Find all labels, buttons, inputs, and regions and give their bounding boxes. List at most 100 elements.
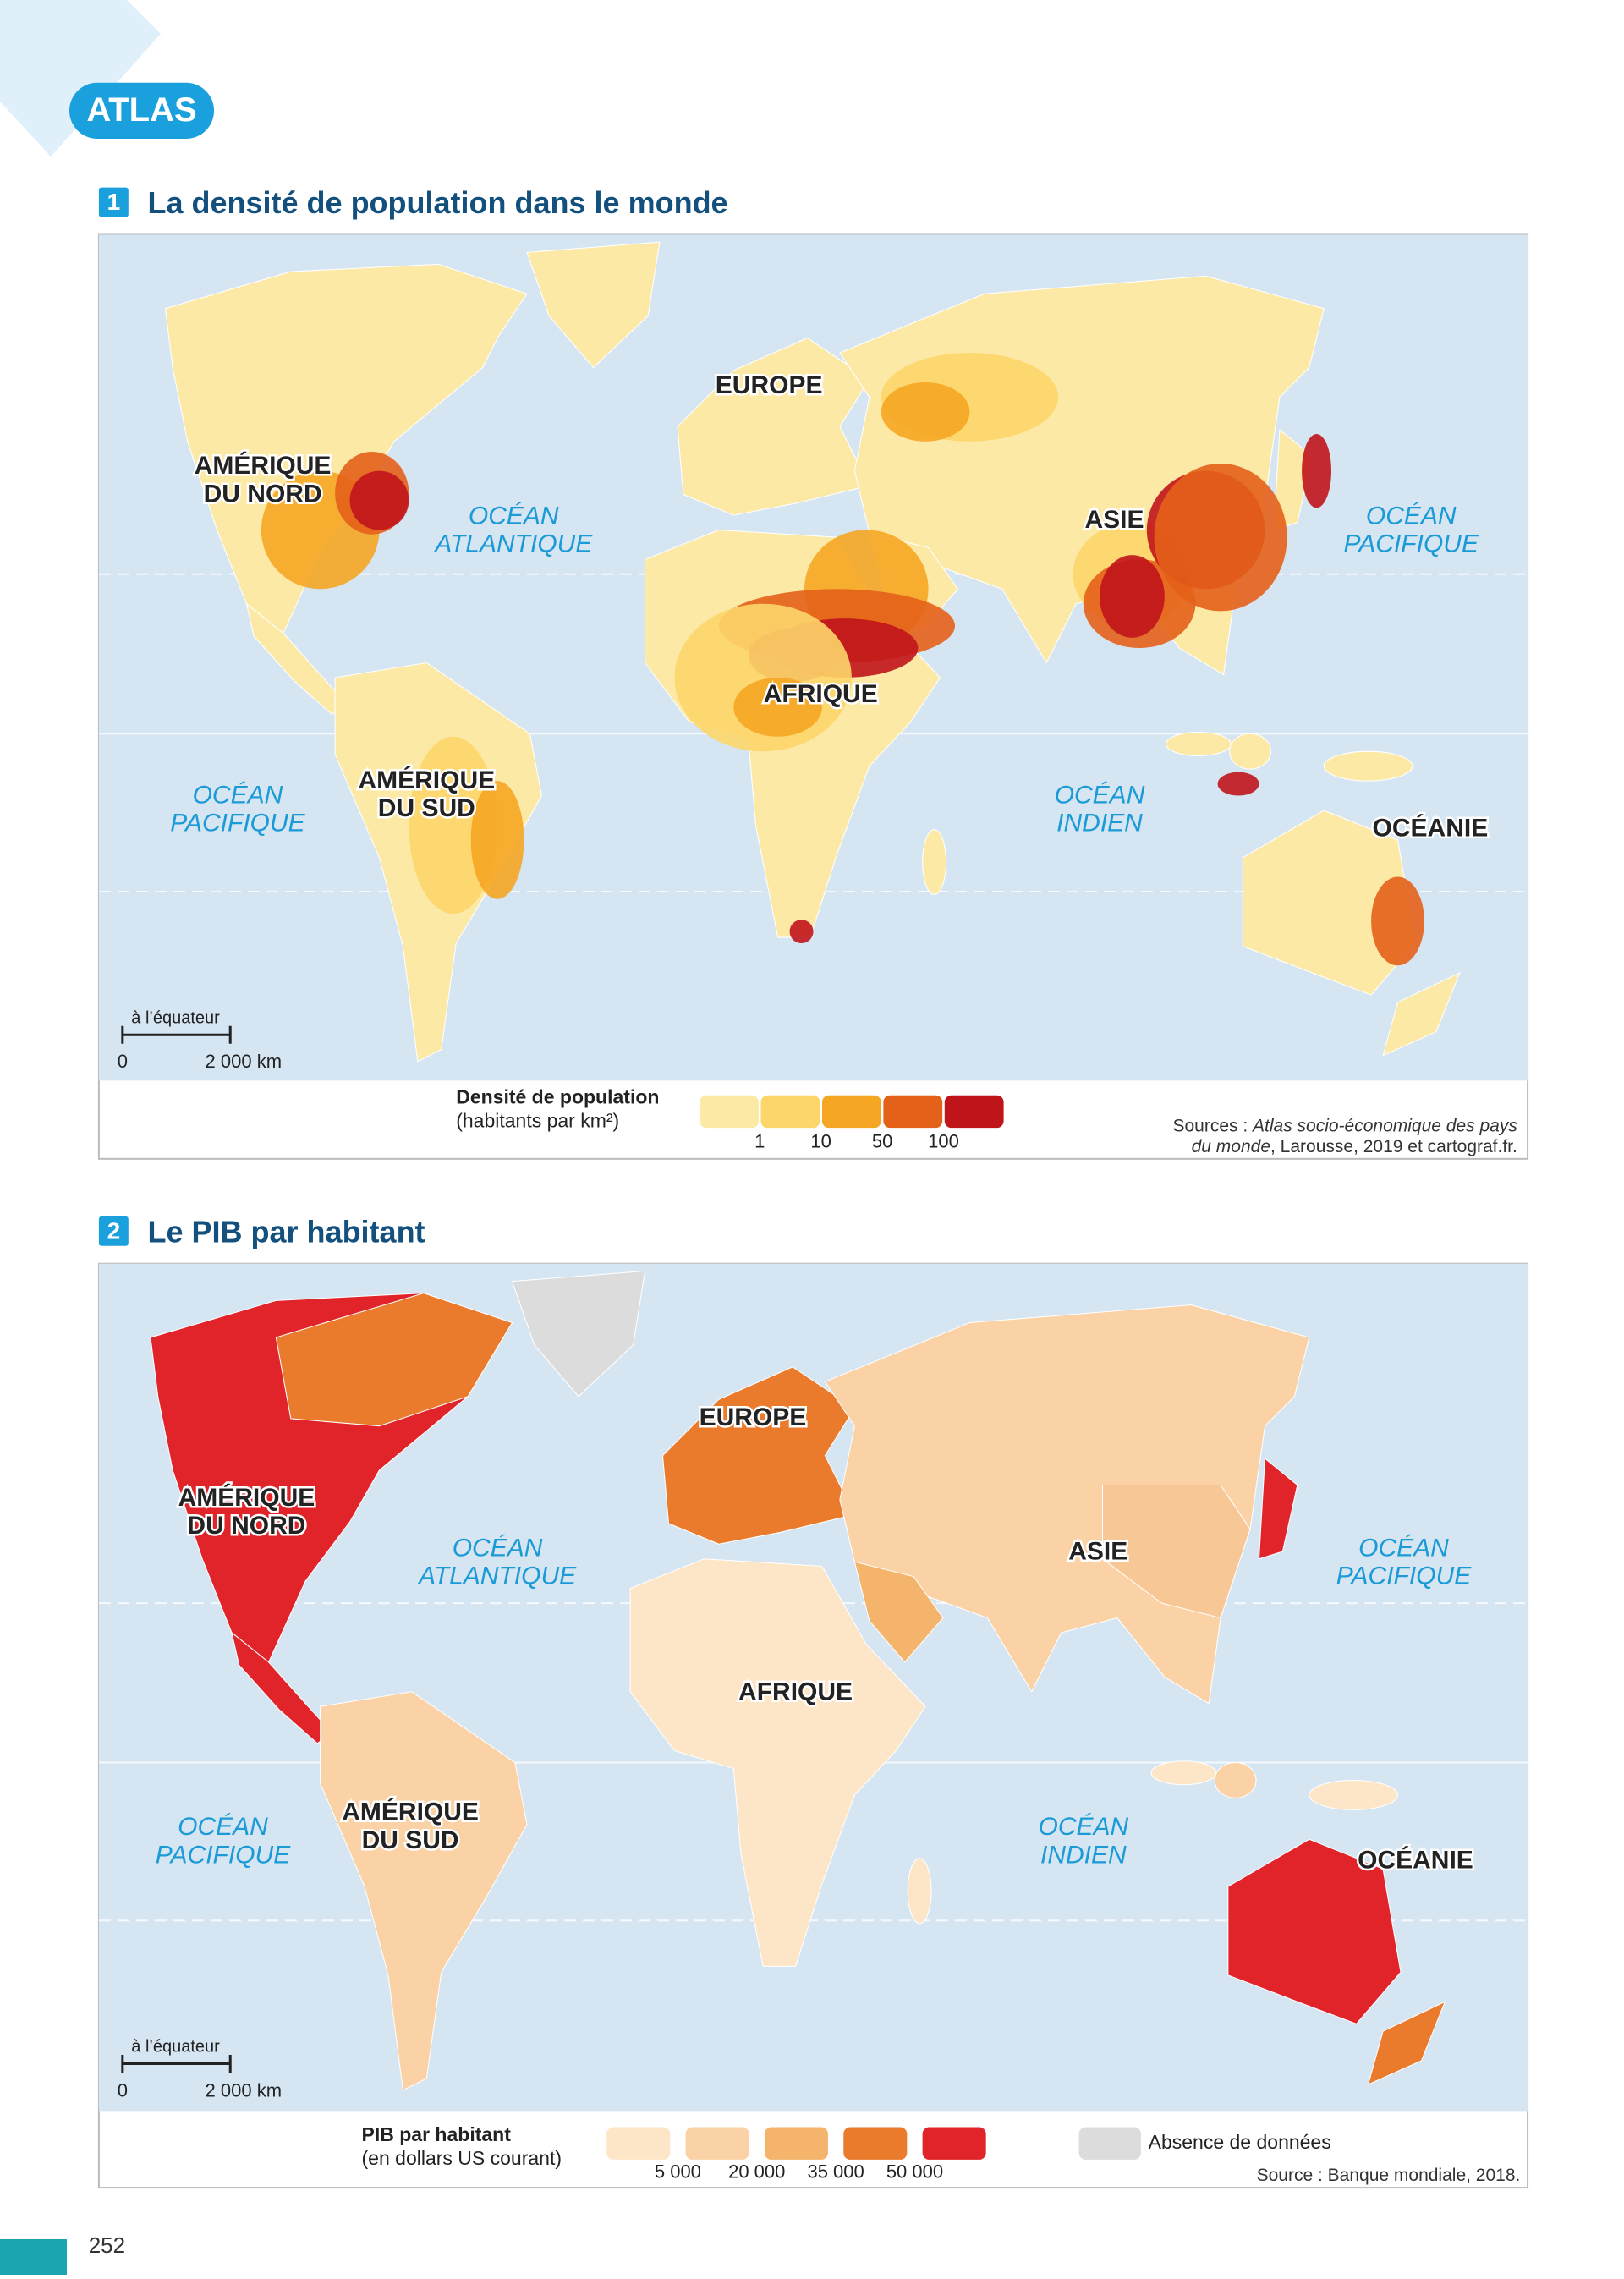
scale-start: 0 — [118, 2079, 128, 2101]
source-part: Source : Banque mondiale, 2018. — [1257, 2166, 1521, 2185]
continent-label: EUROPE — [700, 1403, 807, 1431]
continent-label: ASIE — [1084, 506, 1144, 534]
ocean-label: OCÉAN — [178, 1813, 268, 1841]
ocean-label: OCÉAN — [1358, 1534, 1449, 1562]
density-area — [789, 920, 814, 944]
country-group — [629, 1558, 926, 1967]
continent-label: AFRIQUE — [738, 1678, 853, 1705]
legend-swatch — [760, 1095, 820, 1129]
legend-no-data-swatch — [1078, 2127, 1141, 2160]
source-line: du monde, Larousse, 2019 et cartograf.fr… — [1192, 1136, 1517, 1156]
ocean-label: PACIFIQUE — [1336, 1562, 1472, 1590]
page-number: 252 — [89, 2232, 125, 2258]
continent-label: AMÉRIQUE — [342, 1798, 479, 1826]
legend-tick: 10 — [810, 1130, 831, 1151]
legend-tick: 35 000 — [807, 2161, 864, 2182]
corner-decor — [0, 0, 161, 157]
asia-east — [1101, 1484, 1251, 1619]
atlas-pill — [69, 82, 215, 140]
legend-tick: 50 — [872, 1130, 892, 1151]
legend-swatch — [944, 1095, 1004, 1129]
legend-swatch — [843, 2127, 908, 2160]
legend-swatch — [883, 1095, 943, 1129]
legend-no-data-label: Absence de données — [1149, 2131, 1331, 2153]
legend-subtitle: (habitants par km²) — [456, 1109, 619, 1131]
legend-swatch — [700, 1095, 759, 1129]
source-line: Source : Banque mondiale, 2018. — [1257, 2166, 1521, 2185]
ocean-label: ATLANTIQUE — [417, 1562, 577, 1590]
page-tab — [0, 2239, 67, 2275]
ocean-label: INDIEN — [1040, 1841, 1127, 1869]
continent-label: DU NORD — [187, 1512, 305, 1540]
section-title: Le PIB par habitant — [148, 1214, 425, 1249]
legend-swatch — [821, 1095, 881, 1129]
legend-subtitle: (en dollars US courant) — [362, 2147, 562, 2169]
country-group — [320, 1691, 528, 2091]
land — [164, 241, 1461, 1063]
scale-end: 2 000 km — [206, 1051, 283, 1072]
density-area — [470, 781, 524, 899]
legend-swatch — [606, 2127, 671, 2160]
land — [150, 1270, 1446, 2091]
legend-tick: 5 000 — [655, 2161, 701, 2182]
country-group — [511, 1270, 646, 1398]
country-group — [1258, 1458, 1298, 1560]
country-group — [853, 1561, 944, 1663]
ocean-label: INDIEN — [1056, 810, 1143, 837]
legend-title: PIB par habitant — [362, 2123, 512, 2145]
country-group — [1367, 2001, 1446, 2085]
density-area — [1302, 434, 1331, 508]
legend-swatch — [764, 2127, 828, 2160]
legend-swatch — [685, 2127, 749, 2160]
country-group — [661, 1366, 856, 1545]
legend-tick: 1 — [754, 1130, 765, 1151]
ocean-label: OCÉAN — [1366, 502, 1457, 530]
continent-label: AMÉRIQUE — [358, 766, 495, 794]
density-area — [733, 677, 822, 737]
country-group — [1214, 1762, 1257, 1798]
continent-label: DU SUD — [362, 1826, 459, 1854]
scale-end: 2 000 km — [206, 2079, 283, 2101]
source-part: Sources : — [1172, 1116, 1253, 1135]
continent-label: AMÉRIQUE — [195, 451, 332, 480]
density-area — [1154, 463, 1287, 612]
continent-label: OCÉANIE — [1373, 814, 1489, 843]
scale-note: à l’équateur — [131, 2038, 220, 2057]
continent-label: EUROPE — [716, 371, 823, 399]
source-part: Atlas socio-économique des pays — [1251, 1116, 1517, 1135]
section-number-box — [98, 187, 129, 217]
source-part: du monde — [1192, 1136, 1270, 1156]
ocean-label: PACIFIQUE — [1343, 530, 1479, 558]
continent-label: ASIE — [1068, 1538, 1127, 1566]
density-area — [1217, 772, 1259, 796]
source-line: Sources : Atlas socio-économique des pay… — [1172, 1116, 1517, 1135]
continent-label: AFRIQUE — [764, 680, 878, 708]
scale-note: à l’équateur — [131, 1008, 220, 1027]
ocean-label: ATLANTIQUE — [433, 530, 593, 558]
density-area — [349, 470, 409, 530]
scale-bar — [121, 1025, 232, 1044]
scale-bar — [121, 2055, 232, 2073]
country-group — [1227, 1838, 1402, 2025]
canada — [275, 1293, 513, 1427]
ocean-label: OCÉAN — [193, 781, 283, 809]
ocean-label: PACIFIQUE — [156, 1841, 291, 1869]
ocean-label: OCÉAN — [469, 502, 559, 530]
country-group — [907, 1858, 932, 1925]
density-area — [1371, 876, 1424, 966]
legend-tick: 20 000 — [728, 2161, 785, 2182]
section-title: La densité de population dans le monde — [148, 185, 728, 220]
density-area — [881, 382, 970, 442]
continent-label: DU NORD — [204, 480, 322, 508]
content: ATLAS 252 1 La densité de population dans l… — [69, 82, 1529, 2258]
ocean-label: OCÉAN — [1038, 1813, 1128, 1841]
source-part: , Larousse, 2019 et cartograf.fr. — [1270, 1136, 1517, 1156]
legend-tick: 50 000 — [886, 2161, 943, 2182]
ocean-label: OCÉAN — [1055, 781, 1145, 809]
section-number: 1 — [107, 189, 121, 215]
ocean-label: OCÉAN — [453, 1534, 543, 1562]
section-number-box — [98, 1216, 129, 1246]
scale-start: 0 — [118, 1051, 128, 1072]
